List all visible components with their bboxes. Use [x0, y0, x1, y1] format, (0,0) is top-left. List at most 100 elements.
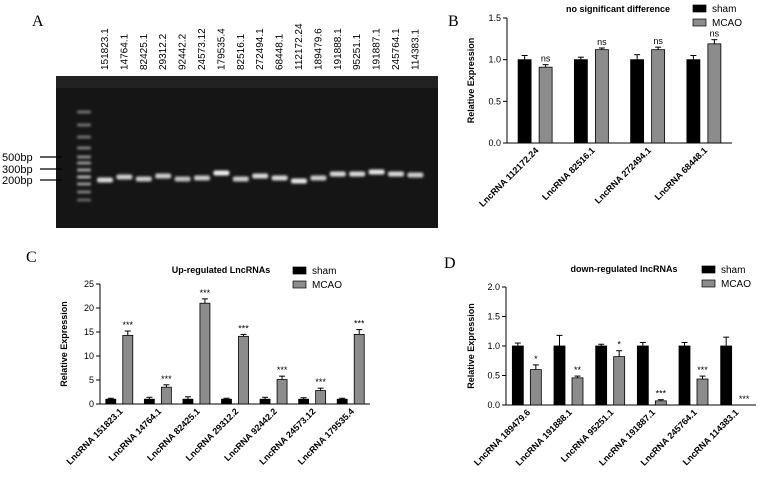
significance-marker: *** [200, 288, 211, 298]
gel-band [291, 178, 307, 184]
gel-band [349, 171, 366, 177]
gel-band [252, 173, 269, 179]
bar-sham [573, 59, 588, 144]
gel-marker-label: 200bp [2, 175, 33, 187]
gel-lane-label: 92442.2 [178, 33, 189, 70]
gel-ladder-band [77, 135, 91, 139]
bar-mcao [160, 386, 172, 405]
y-tick-label: 20 [84, 303, 94, 313]
gel-ladder-band [77, 168, 91, 172]
significance-marker: ns [710, 29, 720, 39]
significance-marker: *** [697, 365, 708, 375]
bar-sham [221, 398, 232, 405]
gel-ladder-band [77, 198, 91, 202]
gel-ladder-band [77, 155, 91, 159]
gel-ladder-band [77, 175, 91, 179]
y-tick-label: 0.0 [487, 400, 500, 410]
legend-label: MCAO [721, 279, 751, 290]
gel-band [232, 176, 249, 182]
gel-band [407, 172, 424, 178]
bar-mcao [538, 66, 553, 144]
bar-mcao [122, 334, 134, 405]
gel-lane-label: 179535.4 [216, 28, 227, 70]
y-tick-label: 2.0 [487, 282, 500, 292]
y-tick-label: 15 [84, 327, 94, 337]
x-category-label: LncRNA 112172.24 [477, 145, 540, 208]
gel-band [368, 169, 385, 175]
panel-label-c: C [26, 249, 37, 266]
y-tick-label: 5 [89, 375, 94, 385]
bar-mcao [696, 378, 709, 406]
significance-marker: ** [574, 365, 582, 375]
gel-lane-label: 272494.1 [255, 28, 266, 70]
bar-mcao [199, 302, 211, 405]
y-tick-label: 0.0 [488, 138, 501, 148]
legend-swatch [701, 279, 716, 288]
bar-sham [143, 398, 155, 405]
y-tick-label: 1.0 [487, 341, 500, 351]
gel-lane-label: 191887.1 [372, 28, 383, 70]
significance-marker: *** [238, 323, 249, 333]
bar-mcao [654, 400, 667, 406]
gel-lane-label: 82425.1 [139, 33, 150, 70]
y-tick-label: 1.0 [488, 55, 501, 65]
gel-lane-label: 82516.1 [236, 33, 247, 70]
bar-sham [595, 345, 608, 406]
significance-marker: *** [123, 320, 134, 330]
gel-ladder-band [77, 161, 91, 165]
bar-sham [259, 398, 271, 405]
bar-mcao [315, 390, 327, 405]
bar-sham [517, 59, 532, 144]
bar-sham [553, 345, 566, 406]
gel-lane-label: 191888.1 [333, 28, 344, 70]
gel-marker-label: 500bp [2, 152, 33, 164]
gel-electrophoresis-image [56, 76, 438, 228]
gel-ladder-band [77, 123, 91, 127]
gel-band [213, 170, 230, 176]
gel-band [271, 175, 288, 181]
gel-band [388, 171, 404, 177]
bar-sham [636, 345, 649, 406]
gel-lane-label: 24573.12 [197, 28, 208, 70]
chart-title: down-regulated lncRNAs [570, 264, 677, 274]
significance-marker: *** [354, 319, 365, 329]
legend-label: sham [312, 266, 336, 277]
y-tick-label: 1.5 [488, 13, 501, 23]
bar-mcao [353, 333, 365, 405]
significance-marker: *** [161, 374, 172, 384]
significance-marker: ns [541, 54, 551, 64]
gel-lane-label: 14764.1 [119, 33, 130, 70]
gel-lane-label: 68448.1 [275, 33, 286, 70]
bar-sham [105, 398, 117, 405]
y-axis-label: Relative Expression [59, 301, 69, 387]
gel-band [174, 176, 191, 182]
chart-title: Up-regulated LncRNAs [172, 265, 271, 275]
bar-sham [511, 345, 524, 406]
gel-band [194, 175, 210, 181]
legend-swatch [292, 266, 307, 275]
legend-swatch [701, 265, 716, 274]
gel-band [155, 173, 172, 179]
panel-label-d: D [444, 255, 456, 272]
bar-sham [720, 345, 733, 406]
y-axis-label: Relative Expression [466, 303, 476, 389]
y-tick-label: 10 [84, 351, 94, 361]
significance-marker: *** [277, 365, 288, 375]
y-tick-label: 0 [89, 399, 94, 409]
significance-marker: *** [656, 389, 667, 399]
bar-sham [298, 398, 310, 405]
gel-lane-label: 245764.1 [391, 28, 402, 70]
gel-lane-label: 114383.1 [410, 29, 421, 70]
gel-band [310, 175, 327, 181]
legend-swatch [292, 280, 307, 289]
gel-lane-label: 151823.1 [100, 28, 111, 70]
bar-sham [686, 59, 701, 144]
x-category-label: LncRNA 68448.1 [653, 145, 710, 202]
bar-sham [336, 398, 348, 405]
chart-panel-b: no significant difference Relative Expres… [466, 4, 742, 209]
bar-sham [182, 398, 194, 405]
gel-lane-label: 95251.1 [352, 33, 363, 70]
bar-mcao [707, 43, 722, 144]
legend-label: MCAO [312, 280, 342, 291]
